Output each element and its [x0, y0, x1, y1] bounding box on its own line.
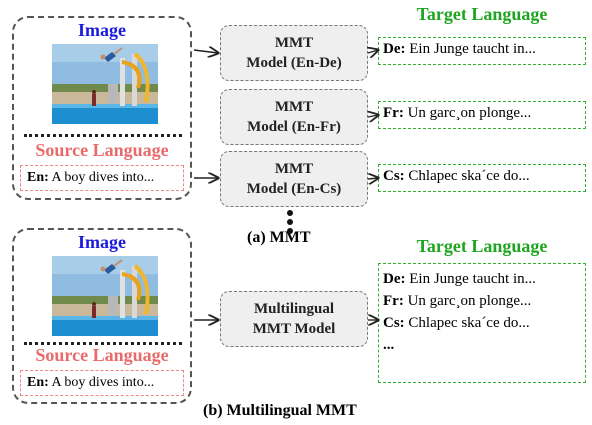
arrow-model-fr-to-target: [368, 115, 378, 117]
bottom-model-line2: MMT Model: [252, 321, 336, 337]
bottom-target-de-lang: De:: [383, 271, 406, 287]
bottom-target-fr: Fr: Un garc¸on plonge...: [383, 290, 581, 312]
top-target-fr-text: Un garc¸on plonge...: [407, 105, 532, 121]
top-model-en-cs: MMT Model (En-Cs): [220, 151, 368, 207]
bottom-model-line1: Multilingual: [253, 301, 335, 317]
bottom-target-more-lang: ...: [383, 337, 395, 353]
top-panel-separator: [24, 134, 182, 137]
bottom-target-title: Target Language: [416, 236, 548, 256]
top-input-panel: [12, 16, 192, 200]
arrow-model-cs-to-target: [368, 178, 378, 179]
arrow-model-de-to-target: [368, 50, 378, 53]
bottom-target-box: De: Ein Junge taucht in... Fr: Un garc¸o…: [378, 263, 586, 383]
top-source-text: A boy dives into...: [51, 170, 155, 185]
top-model-en-cs-line1: MMT: [274, 161, 314, 177]
bottom-target-fr-lang: Fr:: [383, 293, 404, 309]
top-target-de-text: Ein Junge taucht in...: [409, 41, 536, 57]
bottom-source-text: A boy dives into...: [51, 375, 155, 390]
top-model-en-de-line1: MMT: [274, 35, 314, 51]
vertical-ellipsis-dots: [287, 210, 293, 234]
top-target-title: Target Language: [416, 4, 548, 24]
top-target-de-lang: De:: [383, 41, 406, 57]
bottom-target-de-text: Ein Junge taucht in...: [409, 271, 536, 287]
bottom-input-panel: [12, 228, 192, 404]
bottom-source-lang: En:: [27, 375, 49, 390]
bottom-panel-separator: [24, 342, 182, 345]
top-caption: (a) MMT: [247, 229, 311, 246]
top-model-en-fr-line1: MMT: [274, 99, 314, 115]
top-model-en-cs-line2: Model (En-Cs): [246, 181, 342, 197]
bottom-image-title: Image: [78, 232, 126, 252]
bottom-caption: (b) Multilingual MMT: [203, 402, 357, 419]
bottom-source-box: En: A boy dives into...: [20, 370, 184, 396]
bottom-target-more: ...: [383, 334, 581, 356]
arrow-image-to-model-de: [193, 50, 218, 53]
top-source-title: Source Language: [35, 140, 169, 160]
bottom-pool-photo: [52, 256, 158, 336]
bottom-multilingual-model: Multilingual MMT Model: [220, 291, 368, 347]
top-pool-photo: [52, 44, 158, 124]
top-source-box: En: A boy dives into...: [20, 165, 184, 191]
top-model-en-de: MMT Model (En-De): [220, 25, 368, 81]
bottom-target-de: De: Ein Junge taucht in...: [383, 268, 581, 290]
top-target-de: De: Ein Junge taucht in...: [378, 37, 586, 65]
bottom-target-fr-text: Un garc¸on plonge...: [407, 293, 532, 309]
bottom-target-cs-lang: Cs:: [383, 315, 405, 331]
top-target-cs-text: Chlapec ska´ce do...: [408, 168, 530, 184]
bottom-source-title: Source Language: [35, 345, 169, 365]
top-model-en-de-line2: Model (En-De): [246, 55, 342, 71]
bottom-target-cs-text: Chlapec ska´ce do...: [408, 315, 530, 331]
bottom-target-cs: Cs: Chlapec ska´ce do...: [383, 312, 581, 334]
top-target-fr: Fr: Un garc¸on plonge...: [378, 101, 586, 129]
top-source-lang: En:: [27, 170, 49, 185]
top-image-title: Image: [78, 20, 126, 40]
top-target-fr-lang: Fr:: [383, 105, 404, 121]
top-model-en-fr: MMT Model (En-Fr): [220, 89, 368, 145]
top-model-en-fr-line2: Model (En-Fr): [247, 119, 341, 135]
top-target-cs-lang: Cs:: [383, 168, 405, 184]
